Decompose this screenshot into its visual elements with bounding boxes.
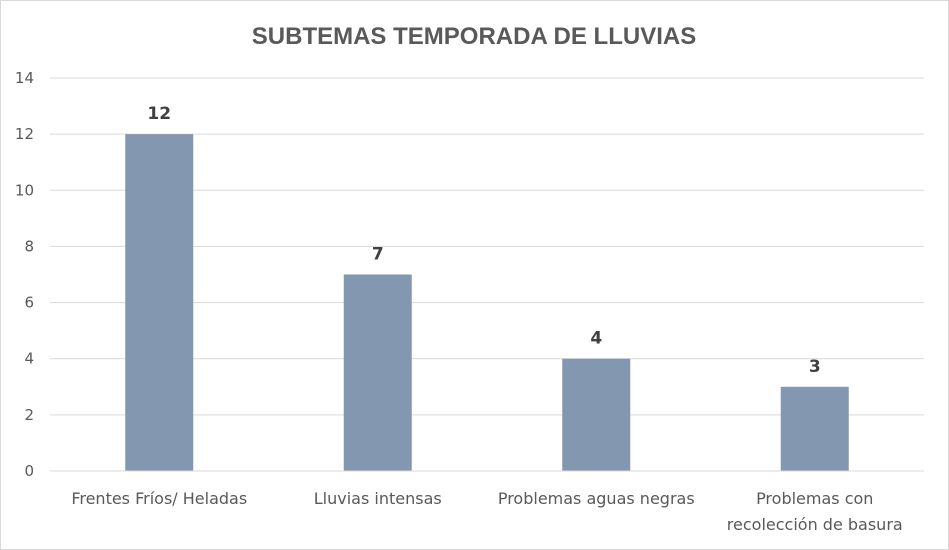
bar: [562, 358, 631, 471]
y-tick-label: 12: [15, 125, 34, 143]
data-label: 7: [372, 245, 384, 265]
category-label: Lluvias intensas: [314, 489, 442, 508]
category-label: Problemas con: [756, 489, 873, 508]
category-label: recolección de basura: [727, 515, 903, 534]
category-label: Problemas aguas negras: [498, 489, 695, 508]
y-axis: 0 2 4 6 8 10 12 14: [15, 69, 34, 480]
y-tick-label: 0: [24, 462, 34, 480]
y-tick-label: 10: [15, 181, 34, 199]
category-label: Frentes Fríos/ Heladas: [71, 489, 247, 508]
data-label: 12: [147, 104, 171, 124]
bar: [125, 134, 194, 471]
y-tick-label: 2: [24, 406, 34, 424]
chart-title: SUBTEMAS TEMPORADA DE LLUVIAS: [252, 23, 696, 50]
data-labels: 12 7 4 3: [147, 104, 820, 377]
y-tick-label: 6: [24, 294, 34, 312]
x-axis: Frentes Fríos/ Heladas Lluvias intensas Pr…: [50, 470, 924, 534]
y-tick-label: 8: [24, 237, 34, 255]
y-tick-label: 4: [24, 350, 34, 368]
data-label: 4: [590, 329, 602, 349]
bar: [343, 274, 412, 471]
data-label: 3: [809, 357, 821, 377]
y-tick-label: 14: [15, 69, 34, 87]
bars: [125, 134, 849, 471]
bar: [780, 386, 849, 471]
